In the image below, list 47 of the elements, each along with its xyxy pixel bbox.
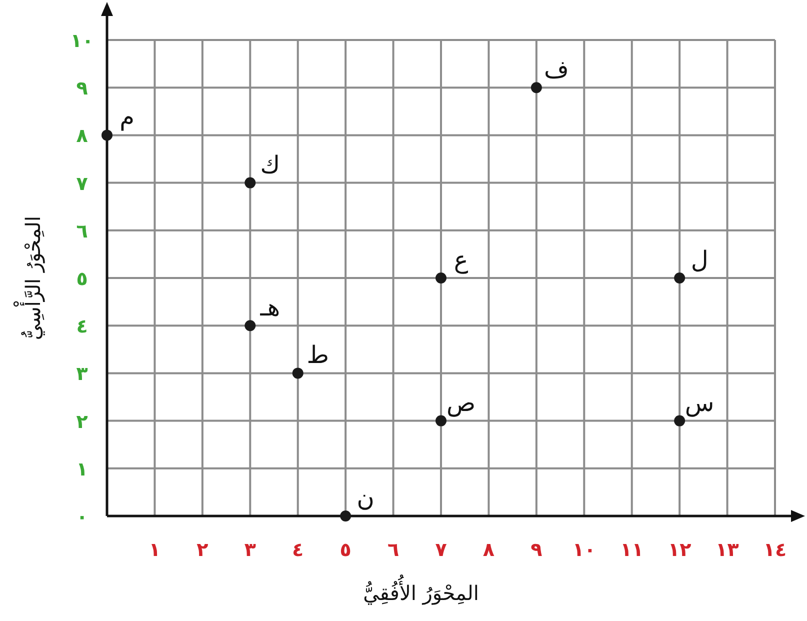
point — [244, 177, 256, 188]
point — [340, 510, 352, 522]
y-tick-label: ١٠ — [70, 30, 94, 52]
y-tick-label: ٤ — [76, 316, 88, 338]
y-axis-title: المِحْوَرُ الرَّأْسِيُّ — [13, 216, 45, 340]
x-tick-label: ٢ — [196, 539, 209, 561]
annotation: ل — [690, 246, 708, 274]
point — [292, 368, 304, 379]
y-tick-label: ١ — [76, 458, 88, 480]
x-tick-label: ١٣ — [716, 539, 740, 561]
y-tick-label: ٠ — [76, 506, 88, 528]
annotation: ط — [306, 341, 329, 370]
point — [674, 272, 686, 284]
annotation: هـ — [259, 294, 280, 322]
x-tick-label: ١١ — [620, 539, 644, 561]
annotation: س — [684, 388, 714, 417]
y-tick-label: ٣ — [76, 363, 88, 386]
x-tick-label: ٧ — [435, 539, 448, 561]
point — [530, 82, 542, 94]
x-tick-label: ٤ — [292, 539, 304, 561]
annotation: ع — [454, 246, 469, 274]
x-tick-label: ١ — [148, 539, 161, 561]
y-tick-label: ٢ — [76, 410, 88, 433]
annotation: ف — [544, 56, 569, 84]
annotation: م — [120, 103, 134, 132]
annotation: ن — [356, 484, 374, 512]
y-tick-label: ٩ — [76, 78, 88, 100]
x-tick-label: ١٠ — [572, 539, 596, 561]
x-tick-label: ١٤ — [763, 539, 787, 561]
x-tick-label: ٩ — [530, 539, 543, 561]
point — [436, 272, 446, 284]
x-tick-label: ٦ — [387, 539, 400, 561]
point — [102, 130, 112, 141]
annotation: ص — [446, 388, 476, 417]
x-tick-label: ١٢ — [668, 539, 692, 561]
point — [674, 415, 686, 426]
y-tick-label: ٥ — [76, 268, 88, 290]
y-tick-label: ٦ — [76, 220, 88, 242]
point — [244, 320, 256, 332]
point — [436, 415, 446, 426]
y-tick-label: ٨ — [76, 125, 88, 148]
x-tick-label: ٨ — [482, 539, 495, 561]
annotation: ك — [260, 150, 280, 179]
x-tick-label: ٥ — [340, 539, 352, 561]
y-tick-label: ٧ — [76, 172, 88, 195]
x-tick-label: ٣ — [244, 539, 256, 561]
x-axis-title: المِحْوَرُ الأُفُقِيُّ — [363, 574, 479, 605]
